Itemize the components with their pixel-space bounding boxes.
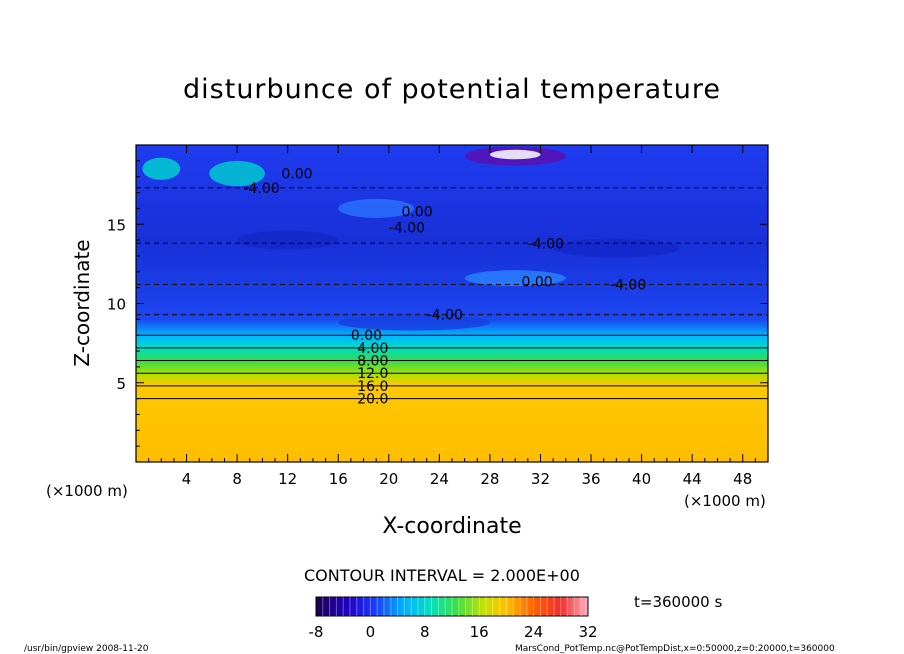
contour-label: 4.00 [357, 341, 388, 357]
colorbar-tick-label: 32 [578, 623, 597, 641]
contour-label: -4.00 [243, 181, 279, 197]
contour-label: 0.00 [281, 167, 312, 183]
x-tick-label: 40 [632, 470, 651, 488]
contour-label: -4.00 [610, 277, 646, 293]
colorbar-tick-label: -8 [309, 623, 324, 641]
x-tick-label: 32 [531, 470, 550, 488]
x-tick-label: 4 [182, 470, 192, 488]
x-tick-label: 12 [278, 470, 297, 488]
footer-right: MarsCond_PotTemp.nc@PotTempDist,x=0:5000… [515, 644, 835, 654]
contour-label: -4.00 [427, 308, 463, 324]
x-tick-label: 20 [379, 470, 398, 488]
contour-label: 0.00 [401, 205, 432, 221]
x-tick-label: 48 [733, 470, 752, 488]
heatmap-field [136, 145, 768, 462]
colorbar-tick-label: 0 [366, 623, 376, 641]
contour-label: -4.00 [528, 236, 564, 252]
contour-label: 20.0 [357, 392, 388, 408]
x-tick-label: 44 [683, 470, 702, 488]
x-axis-unit: (×1000 m) [684, 492, 766, 510]
x-tick-label: 8 [232, 470, 242, 488]
colorbar-tick-label: 16 [470, 623, 489, 641]
colorbar [315, 596, 589, 617]
contour-label: 0.00 [351, 328, 382, 344]
x-axis-title: X-coordinate [382, 514, 522, 539]
field-patch-2 [464, 270, 566, 287]
contour-label: 12.0 [357, 366, 388, 382]
contour-interval-label: CONTOUR INTERVAL = 2.000E+00 [304, 566, 580, 585]
field-patch-1 [338, 198, 415, 218]
y-tick-label: 5 [116, 375, 126, 393]
field-patch-5 [142, 157, 181, 180]
field-patch-4 [489, 149, 541, 160]
y-tick-label: 10 [107, 296, 126, 314]
x-tick-label: 16 [329, 470, 348, 488]
field-patch-6 [338, 314, 490, 331]
y-axis-title: Z-coordinate [70, 239, 94, 367]
y-tick-label: 15 [107, 216, 126, 234]
colorbar-tick-label: 24 [524, 623, 543, 641]
time-annotation: t=360000 s [634, 593, 723, 611]
x-tick-label: 28 [480, 470, 499, 488]
footer-left: /usr/bin/gpview 2008-11-20 [24, 644, 149, 654]
contour-label: 0.00 [522, 274, 553, 290]
contour-label: -4.00 [389, 220, 425, 236]
field-patch-0 [209, 160, 265, 187]
contour-label: 16.0 [357, 379, 388, 395]
chart-title: disturbunce of potential temperature [183, 74, 721, 105]
y-axis-unit: (×1000 m) [46, 482, 128, 500]
x-tick-label: 36 [581, 470, 600, 488]
x-tick-label: 24 [430, 470, 449, 488]
contour-label: 8.00 [357, 354, 388, 370]
colorbar-tick-label: 8 [420, 623, 430, 641]
field-patch-8 [553, 238, 680, 258]
field-patch-7 [237, 230, 339, 250]
